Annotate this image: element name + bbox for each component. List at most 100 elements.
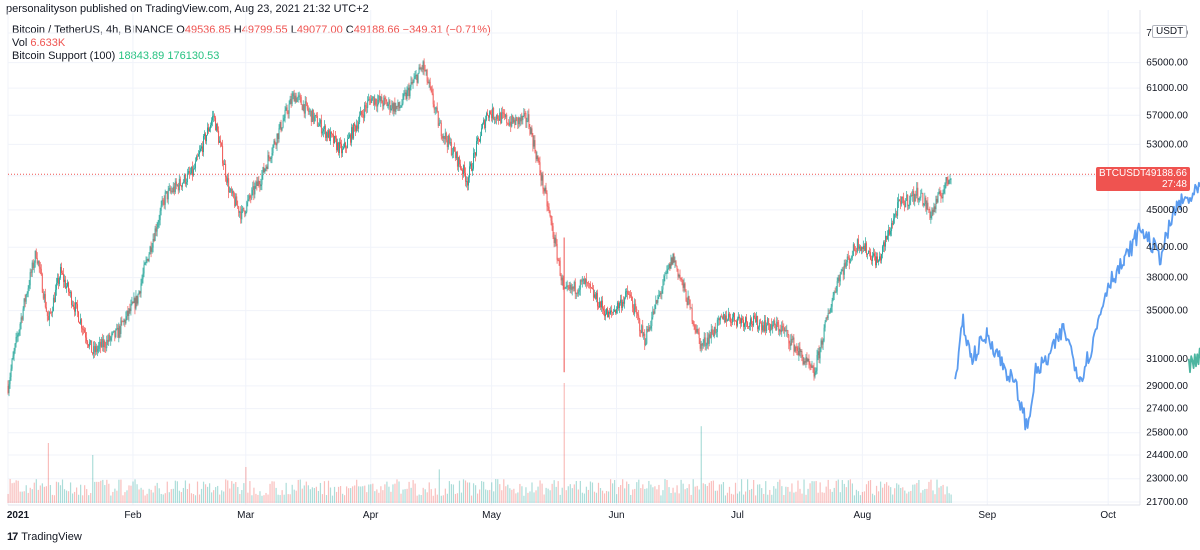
candle-body <box>847 256 849 258</box>
candle-body <box>256 181 258 186</box>
volume-bar <box>553 480 555 503</box>
candle-body <box>371 98 373 103</box>
time-axis[interactable]: 2021FebMarAprMayJunJulAugSepOctNov <box>7 510 1200 521</box>
candle-body <box>21 317 23 320</box>
candle-body <box>406 90 408 99</box>
candle-body <box>291 96 293 104</box>
volume-bar <box>920 492 922 503</box>
candle-body <box>622 301 624 309</box>
volume-bar <box>112 491 114 503</box>
candle-body <box>357 125 359 129</box>
candle-body <box>470 163 471 167</box>
candle-body <box>731 317 733 323</box>
candle-body <box>625 291 627 298</box>
candle-body <box>336 138 337 151</box>
candle-body <box>545 187 547 194</box>
candle-body <box>892 223 894 225</box>
volume-bar <box>799 488 801 503</box>
candle-body <box>405 92 407 99</box>
volume-bar <box>15 480 17 503</box>
candle-body <box>539 162 541 174</box>
volume-bar <box>257 494 259 503</box>
volume-bar <box>43 486 45 503</box>
candle-body <box>477 137 478 142</box>
projection-line-blue <box>954 181 1200 431</box>
price-tag-countdown: 27:48 <box>1161 179 1187 190</box>
volume-legend-row[interactable]: Vol 6.633K <box>12 37 491 50</box>
candle-body <box>268 155 270 158</box>
price-axis[interactable]: 70000.0065000.0061000.0057000.0053000.00… <box>1146 28 1188 508</box>
candle-body <box>623 301 625 304</box>
candle-body <box>426 69 428 82</box>
volume-bar <box>761 488 763 503</box>
volume-bar <box>348 488 350 503</box>
candle-body <box>284 110 286 119</box>
volume-bar <box>450 484 452 503</box>
candle-body <box>508 123 510 126</box>
indicator-legend-row[interactable]: Bitcoin Support (100) 18843.89 176130.53 <box>12 50 491 63</box>
candle-body <box>391 103 393 109</box>
candle-body <box>334 135 335 143</box>
volume-bar <box>13 482 15 503</box>
volume-bar <box>144 495 146 503</box>
candle-body <box>102 339 104 348</box>
candle-body <box>542 175 544 189</box>
candle-body <box>164 192 166 205</box>
candle-body <box>270 157 272 160</box>
candle-body <box>302 104 304 111</box>
volume-bar <box>614 480 616 503</box>
candle-body <box>40 268 42 275</box>
candle-body <box>151 247 153 252</box>
candle-body <box>468 177 469 186</box>
candle-body <box>460 168 462 170</box>
candle-body <box>626 291 628 292</box>
volume-bar <box>757 484 759 503</box>
candle-body <box>503 113 505 115</box>
candle-body <box>773 320 775 325</box>
volume-bar <box>352 486 354 503</box>
candle-body <box>167 189 169 200</box>
candle-body <box>665 273 667 274</box>
candle-body <box>45 307 47 312</box>
candle-body <box>85 332 87 338</box>
candle-body <box>810 365 812 368</box>
candle-body <box>153 238 155 241</box>
time-tick-label: 2021 <box>7 510 30 521</box>
volume-bar <box>549 490 551 503</box>
volume-bar <box>618 487 620 503</box>
volume-bar <box>877 491 880 503</box>
volume-bar <box>902 487 904 503</box>
candle-body <box>335 135 336 139</box>
volume-bar <box>152 492 154 503</box>
volume-bar <box>19 491 21 503</box>
candle-body <box>943 188 945 193</box>
volume-bar <box>21 491 23 503</box>
candle-body <box>438 123 440 126</box>
volume-bar <box>672 487 674 503</box>
candle-body <box>257 180 259 186</box>
candle-body <box>890 231 892 235</box>
candle-body <box>675 261 677 267</box>
candle-body <box>33 262 35 268</box>
candle-body <box>475 152 476 156</box>
candle-body <box>636 308 638 314</box>
candle-body <box>345 142 347 148</box>
footer-branding[interactable]: 17 TradingView <box>7 531 82 543</box>
candle-body <box>856 239 858 252</box>
candle-body <box>757 315 759 330</box>
candle-body <box>688 296 690 300</box>
candle-body <box>451 153 453 155</box>
candle-body <box>569 284 571 289</box>
candle-body <box>712 333 714 337</box>
volume-bar <box>555 486 557 503</box>
candle-body <box>288 104 290 114</box>
candle-body <box>138 291 140 295</box>
volume-bar <box>837 479 839 503</box>
volume-bar <box>61 479 64 503</box>
currency-unit-badge[interactable]: USDT <box>1152 25 1188 38</box>
candle-body <box>201 146 202 149</box>
volume-bar <box>114 488 116 503</box>
volume-bar <box>154 485 156 503</box>
candle-body <box>146 258 148 261</box>
